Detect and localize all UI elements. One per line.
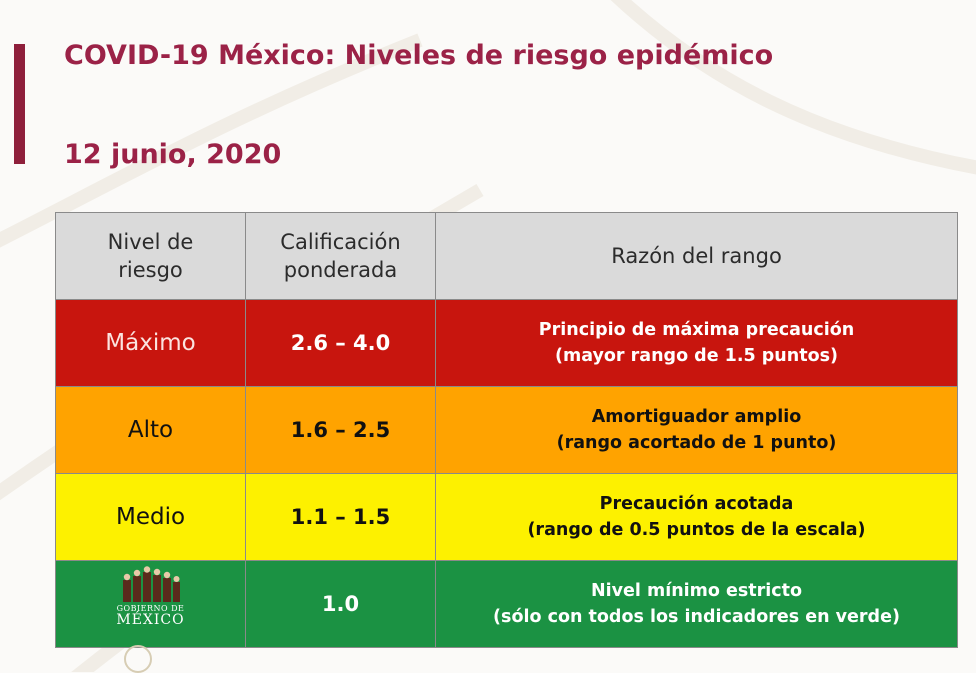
gobierno-de-mexico-logo: GOBIERNO DE MÉXICO: [108, 566, 194, 642]
slide-title: COVID-19 México: Niveles de riesgo epidé…: [64, 40, 774, 71]
score-cell: 1.0: [245, 560, 436, 648]
seal-icon: [124, 645, 152, 673]
logo-line2: MÉXICO: [116, 612, 185, 628]
score-cell: 1.1 – 1.5: [245, 473, 436, 561]
table-row-maximo: Máximo 2.6 – 4.0 Principio de máxima pre…: [55, 299, 958, 387]
logo-line1: GOBIERNO DE: [116, 604, 185, 613]
level-cell: Máximo: [55, 299, 246, 387]
reason-cell: Precaución acotada (rango de 0.5 puntos …: [435, 473, 958, 561]
gobierno-figures-icon: [122, 566, 180, 602]
level-cell: GOBIERNO DE MÉXICO: [55, 560, 246, 648]
table-header-row: Nivel de riesgo Calificación ponderada R…: [55, 212, 958, 300]
header-reason: Razón del rango: [435, 212, 958, 300]
reason-cell: Principio de máxima precaución (mayor ra…: [435, 299, 958, 387]
accent-bar: [14, 44, 25, 164]
risk-level-table: Nivel de riesgo Calificación ponderada R…: [55, 212, 958, 648]
reason-cell: Nivel mínimo estricto (sólo con todos lo…: [435, 560, 958, 648]
level-cell: Alto: [55, 386, 246, 474]
table-row-bajo: GOBIERNO DE MÉXICO 1.0 Nivel mínimo estr…: [55, 560, 958, 648]
header-score: Calificación ponderada: [245, 212, 436, 300]
table-row-alto: Alto 1.6 – 2.5 Amortiguador amplio (rang…: [55, 386, 958, 474]
header-level: Nivel de riesgo: [55, 212, 246, 300]
level-cell: Medio: [55, 473, 246, 561]
score-cell: 2.6 – 4.0: [245, 299, 436, 387]
score-cell: 1.6 – 2.5: [245, 386, 436, 474]
slide-date: 12 junio, 2020: [64, 139, 282, 170]
table-row-medio: Medio 1.1 – 1.5 Precaución acotada (rang…: [55, 473, 958, 561]
reason-cell: Amortiguador amplio (rango acortado de 1…: [435, 386, 958, 474]
